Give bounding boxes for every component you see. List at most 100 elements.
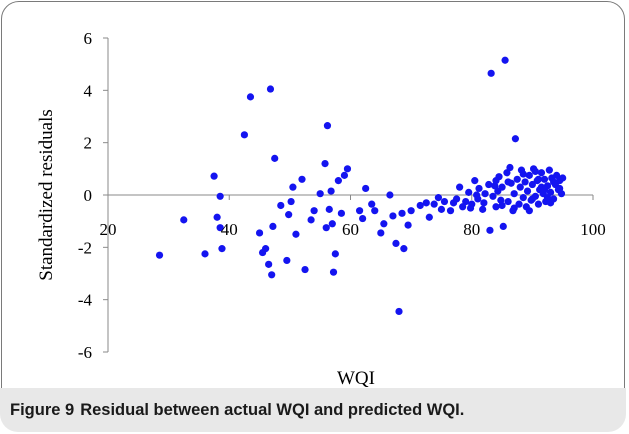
data-point xyxy=(289,183,297,191)
data-point xyxy=(498,183,506,191)
data-point xyxy=(543,194,552,202)
data-point xyxy=(513,175,521,183)
data-point xyxy=(400,245,408,253)
y-tick-label: 6 xyxy=(84,29,93,48)
data-point xyxy=(549,178,558,186)
data-point xyxy=(498,201,506,210)
data-point xyxy=(210,172,218,180)
data-point xyxy=(392,239,400,248)
data-point xyxy=(434,194,443,202)
y-tick-label: -6 xyxy=(78,343,92,362)
data-point xyxy=(343,165,352,173)
chart-axes xyxy=(103,37,594,353)
data-point xyxy=(240,131,249,139)
data-point xyxy=(473,191,481,199)
data-point xyxy=(331,250,339,258)
data-point xyxy=(325,205,333,213)
data-point xyxy=(277,201,285,210)
y-tick-label: -2 xyxy=(78,238,92,257)
data-point xyxy=(492,177,500,185)
data-point xyxy=(334,177,342,185)
y-tick-label: 2 xyxy=(84,134,93,153)
figure-caption-text: Residual between actual WQI and predicte… xyxy=(80,400,465,419)
data-point xyxy=(271,154,279,162)
data-point xyxy=(559,174,567,182)
data-point xyxy=(471,177,479,185)
data-point xyxy=(516,183,524,191)
data-point xyxy=(440,197,449,206)
data-point xyxy=(218,245,226,253)
data-point xyxy=(425,213,433,221)
data-point xyxy=(501,56,509,64)
data-point xyxy=(368,200,376,208)
data-point xyxy=(380,220,388,228)
data-point xyxy=(515,200,523,208)
data-point xyxy=(475,184,483,193)
data-point xyxy=(540,186,549,194)
data-point xyxy=(486,226,494,234)
data-point xyxy=(316,190,324,198)
data-point xyxy=(506,163,514,172)
data-point xyxy=(519,170,527,178)
data-point xyxy=(510,204,518,212)
data-point xyxy=(525,171,533,179)
data-point xyxy=(452,195,461,203)
data-point xyxy=(422,199,430,207)
data-point xyxy=(180,216,188,224)
data-point xyxy=(504,197,512,206)
data-point xyxy=(456,183,464,191)
data-point xyxy=(528,180,536,189)
data-point xyxy=(389,212,397,220)
data-point xyxy=(307,216,315,224)
data-point xyxy=(301,265,309,274)
data-point xyxy=(266,85,275,93)
scatter-chart: -6 -4 -2 0 2 4 6 20 40 60 80 100 Standardized resid… xyxy=(36,29,606,389)
data-point xyxy=(521,178,529,186)
data-point xyxy=(510,190,518,198)
data-point xyxy=(213,213,221,221)
tick-labels: -6 -4 -2 0 2 4 6 20 40 60 80 100 xyxy=(78,29,606,362)
x-axis-label: WQI xyxy=(337,368,375,389)
data-point xyxy=(537,169,546,177)
data-point xyxy=(265,260,273,268)
data-point xyxy=(371,207,379,215)
data-point xyxy=(511,135,519,143)
data-point xyxy=(534,175,543,183)
data-point xyxy=(503,169,511,177)
data-point xyxy=(340,171,349,179)
data-point xyxy=(416,201,424,210)
data-point xyxy=(466,204,475,212)
data-point xyxy=(546,188,555,196)
data-point xyxy=(377,229,385,237)
data-point xyxy=(216,224,224,232)
data-point xyxy=(359,214,367,223)
data-points xyxy=(155,56,567,316)
data-point xyxy=(540,175,549,183)
data-point xyxy=(407,207,415,215)
y-tick-label: 4 xyxy=(84,81,93,100)
data-point xyxy=(298,175,306,183)
data-point xyxy=(310,207,318,215)
data-point xyxy=(556,184,564,193)
data-point xyxy=(262,245,270,253)
data-point xyxy=(201,250,209,258)
data-point xyxy=(525,207,533,215)
y-axis-label: Standardized residuals xyxy=(36,109,57,280)
data-point xyxy=(327,187,335,195)
data-point xyxy=(362,184,370,193)
data-point xyxy=(395,307,403,316)
data-point xyxy=(268,271,276,279)
data-point xyxy=(485,180,493,189)
data-point xyxy=(504,178,512,186)
data-point xyxy=(531,167,540,176)
data-point xyxy=(534,200,543,208)
data-point xyxy=(292,230,300,238)
data-point xyxy=(430,200,438,208)
x-tick-label: 20 xyxy=(100,220,117,239)
data-point xyxy=(323,122,332,130)
data-point xyxy=(487,69,495,77)
data-point xyxy=(480,199,488,207)
y-tick-label: -4 xyxy=(78,291,93,310)
x-tick-label: 100 xyxy=(580,220,606,239)
